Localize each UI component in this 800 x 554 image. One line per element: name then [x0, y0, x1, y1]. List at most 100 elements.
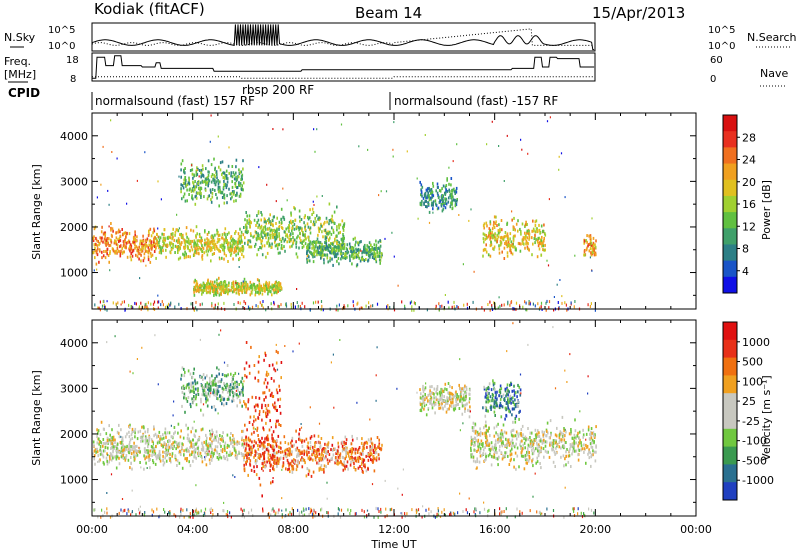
data-cell — [453, 305, 455, 309]
data-cell — [288, 224, 290, 227]
data-cell — [153, 427, 155, 431]
data-cell — [239, 241, 241, 245]
data-cell — [462, 263, 464, 266]
data-cell — [201, 375, 203, 379]
power-frame — [91, 112, 697, 310]
data-cell — [272, 403, 274, 407]
data-cell — [321, 230, 323, 234]
data-cell — [268, 217, 270, 221]
data-cell — [237, 232, 240, 236]
data-cell — [232, 257, 234, 261]
data-cell — [340, 250, 343, 254]
data-cell — [205, 448, 208, 452]
data-cell — [242, 255, 245, 259]
data-cell — [371, 452, 373, 456]
data-cell — [220, 287, 222, 291]
data-cell — [363, 259, 366, 263]
data-cell — [120, 249, 122, 253]
data-cell — [204, 180, 206, 184]
data-cell — [204, 188, 207, 192]
data-cell — [164, 433, 167, 437]
data-cell — [275, 237, 277, 241]
data-cell — [353, 256, 355, 260]
data-cell — [281, 227, 284, 230]
data-cell — [282, 128, 284, 131]
data-cell — [375, 243, 378, 247]
data-cell — [583, 241, 585, 245]
data-cell — [275, 425, 277, 429]
data-cell — [205, 439, 208, 443]
data-cell — [212, 246, 214, 249]
data-cell — [109, 452, 112, 456]
data-cell — [137, 249, 140, 253]
data-cell — [206, 285, 209, 289]
data-cell — [466, 306, 469, 310]
data-cell — [267, 403, 270, 407]
data-cell — [201, 179, 204, 183]
data-cell — [462, 389, 464, 393]
data-cell — [445, 202, 448, 206]
data-cell — [183, 374, 186, 378]
data-cell — [365, 304, 367, 308]
data-cell — [329, 236, 331, 240]
data-cell — [262, 300, 264, 303]
data-cell — [223, 252, 226, 256]
data-cell — [131, 254, 134, 258]
data-cell — [261, 303, 263, 307]
data-cell — [320, 222, 322, 226]
data-cell — [265, 255, 267, 259]
data-cell — [253, 218, 256, 222]
data-cell — [258, 236, 261, 240]
data-cell — [145, 302, 147, 306]
data-cell — [537, 302, 539, 306]
data-cell — [304, 226, 306, 230]
data-cell — [112, 442, 114, 446]
data-cell — [231, 165, 234, 168]
data-cell — [338, 461, 341, 465]
data-cell — [542, 248, 544, 252]
data-cell — [228, 385, 231, 389]
data-cell — [352, 237, 355, 241]
data-cell — [522, 242, 524, 245]
data-cell — [148, 248, 150, 252]
data-cell — [320, 224, 322, 228]
data-cell — [503, 303, 505, 307]
data-cell — [439, 406, 442, 410]
data-cell — [103, 231, 105, 235]
data-cell — [134, 427, 137, 431]
data-cell — [321, 250, 324, 254]
data-cell — [96, 441, 99, 445]
data-cell — [329, 259, 331, 263]
data-cell — [250, 432, 253, 436]
data-cell — [525, 239, 528, 243]
data-cell — [292, 241, 295, 245]
data-cell — [149, 449, 151, 453]
data-cell — [315, 245, 317, 249]
data-cell — [352, 458, 355, 462]
data-cell — [214, 408, 217, 412]
data-cell — [318, 228, 320, 232]
data-cell — [150, 247, 153, 251]
data-cell — [210, 387, 212, 391]
data-cell — [491, 120, 493, 123]
data-cell — [241, 249, 244, 253]
data-cell — [143, 454, 145, 458]
data-cell — [136, 453, 139, 457]
data-cell — [261, 403, 263, 407]
data-cell — [454, 201, 457, 205]
data-cell — [106, 237, 108, 241]
data-cell — [195, 289, 198, 293]
data-cell — [331, 226, 333, 230]
data-cell — [297, 234, 299, 238]
data-cell — [367, 438, 370, 442]
data-cell — [222, 439, 224, 443]
data-cell — [527, 232, 530, 235]
data-cell — [269, 453, 271, 457]
data-cell — [334, 461, 336, 465]
data-cell — [231, 380, 233, 383]
data-cell — [232, 192, 235, 196]
nave-label: Nave — [760, 67, 788, 80]
data-cell — [253, 405, 256, 409]
data-cell — [256, 403, 259, 407]
data-cell — [206, 374, 208, 378]
